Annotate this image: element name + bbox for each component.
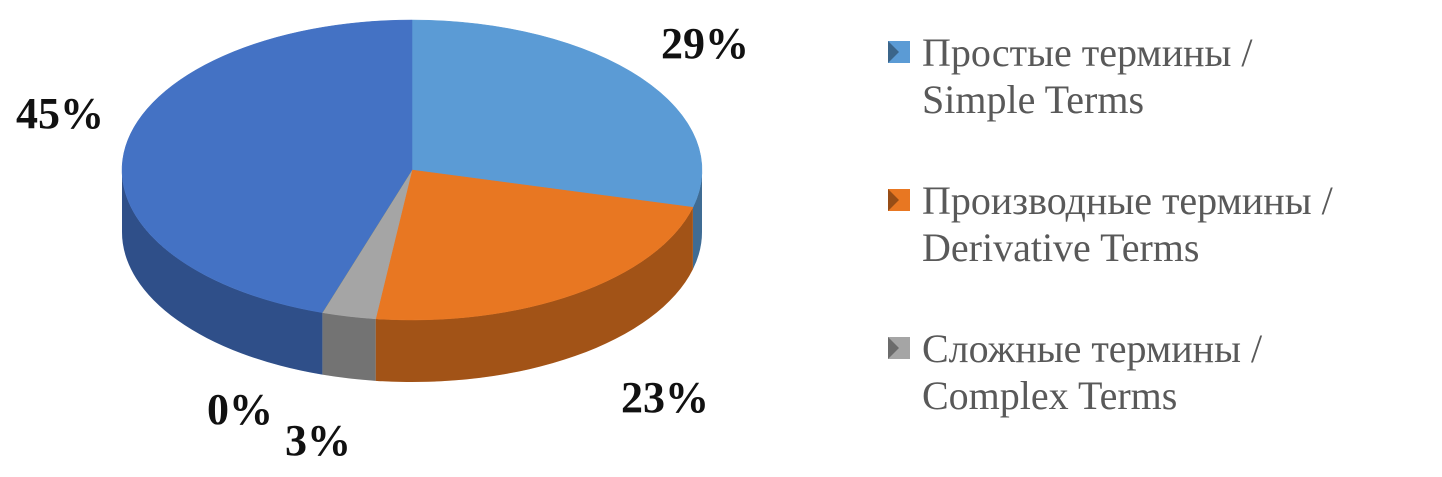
legend-line: Simple Terms xyxy=(922,77,1144,122)
legend-line: Сложные термины / xyxy=(922,326,1263,371)
slice-side xyxy=(322,312,376,381)
slice-side-shade xyxy=(375,207,693,382)
pie-slice xyxy=(375,169,694,321)
pie-slice xyxy=(411,19,703,208)
pie-slice xyxy=(121,19,413,313)
pie-sides xyxy=(122,170,702,382)
data-label: 23% xyxy=(621,373,709,422)
legend-marker xyxy=(888,41,910,63)
legend-line: Derivative Terms xyxy=(922,225,1199,270)
legend-line: Complex Terms xyxy=(922,373,1177,418)
legend-marker xyxy=(888,337,910,359)
legend-marker-shade xyxy=(888,189,899,211)
slice-side xyxy=(122,170,323,375)
slice-side xyxy=(692,170,702,270)
data-label: 29% xyxy=(661,19,749,68)
slice-side-shade xyxy=(122,170,323,375)
data-label: 45% xyxy=(16,89,104,138)
data-label: 3% xyxy=(285,416,351,465)
slice-side xyxy=(375,207,693,382)
legend-marker-shade xyxy=(888,41,899,63)
slice-side-shade xyxy=(322,312,376,381)
legend-line: Производные термины / xyxy=(922,178,1334,223)
legend-marker-shade xyxy=(888,337,899,359)
legend-line: Простые термины / xyxy=(922,30,1253,75)
legend-label: Сложные термины / Complex Terms xyxy=(922,326,1263,418)
legend-marker xyxy=(888,189,910,211)
data-label: 0% xyxy=(207,385,273,434)
legend-label: Производные термины / Derivative Terms xyxy=(922,178,1334,270)
legend-label: Простые термины / Simple Terms xyxy=(922,30,1253,122)
slice-side-shade xyxy=(692,170,702,270)
